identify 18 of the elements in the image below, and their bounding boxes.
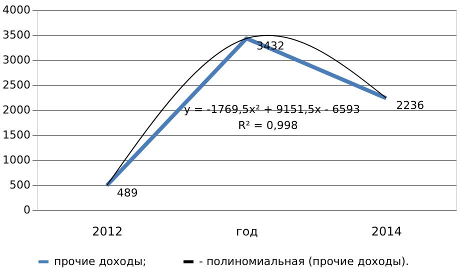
data-label: 489 xyxy=(116,186,138,200)
y-tick-label: 1500 xyxy=(2,128,30,142)
data-label: 2236 xyxy=(396,99,424,112)
x-tick-label: 2012 xyxy=(92,224,123,238)
y-tick-label: 500 xyxy=(10,178,30,192)
y-tick-label: 3000 xyxy=(2,54,30,66)
x-tick-label: год xyxy=(236,224,258,238)
y-tick-label: 3500 xyxy=(2,28,30,42)
y-tick-label: 1000 xyxy=(2,154,30,166)
legend-label: прочие доходы; xyxy=(54,254,146,268)
x-tick-label: 2014 xyxy=(371,224,402,238)
legend-label: - полиномиальная (прочие доходы). xyxy=(199,254,409,268)
y-tick-label: 0 xyxy=(24,204,30,216)
annotation: R² = 0,998 xyxy=(238,119,298,132)
y-tick-label: 2500 xyxy=(2,78,30,92)
y-tick-label: 2000 xyxy=(2,104,30,116)
annotation: y = -1769,5x² + 9151,5x - 6593 xyxy=(184,103,360,116)
y-tick-label: 4000 xyxy=(2,4,30,16)
